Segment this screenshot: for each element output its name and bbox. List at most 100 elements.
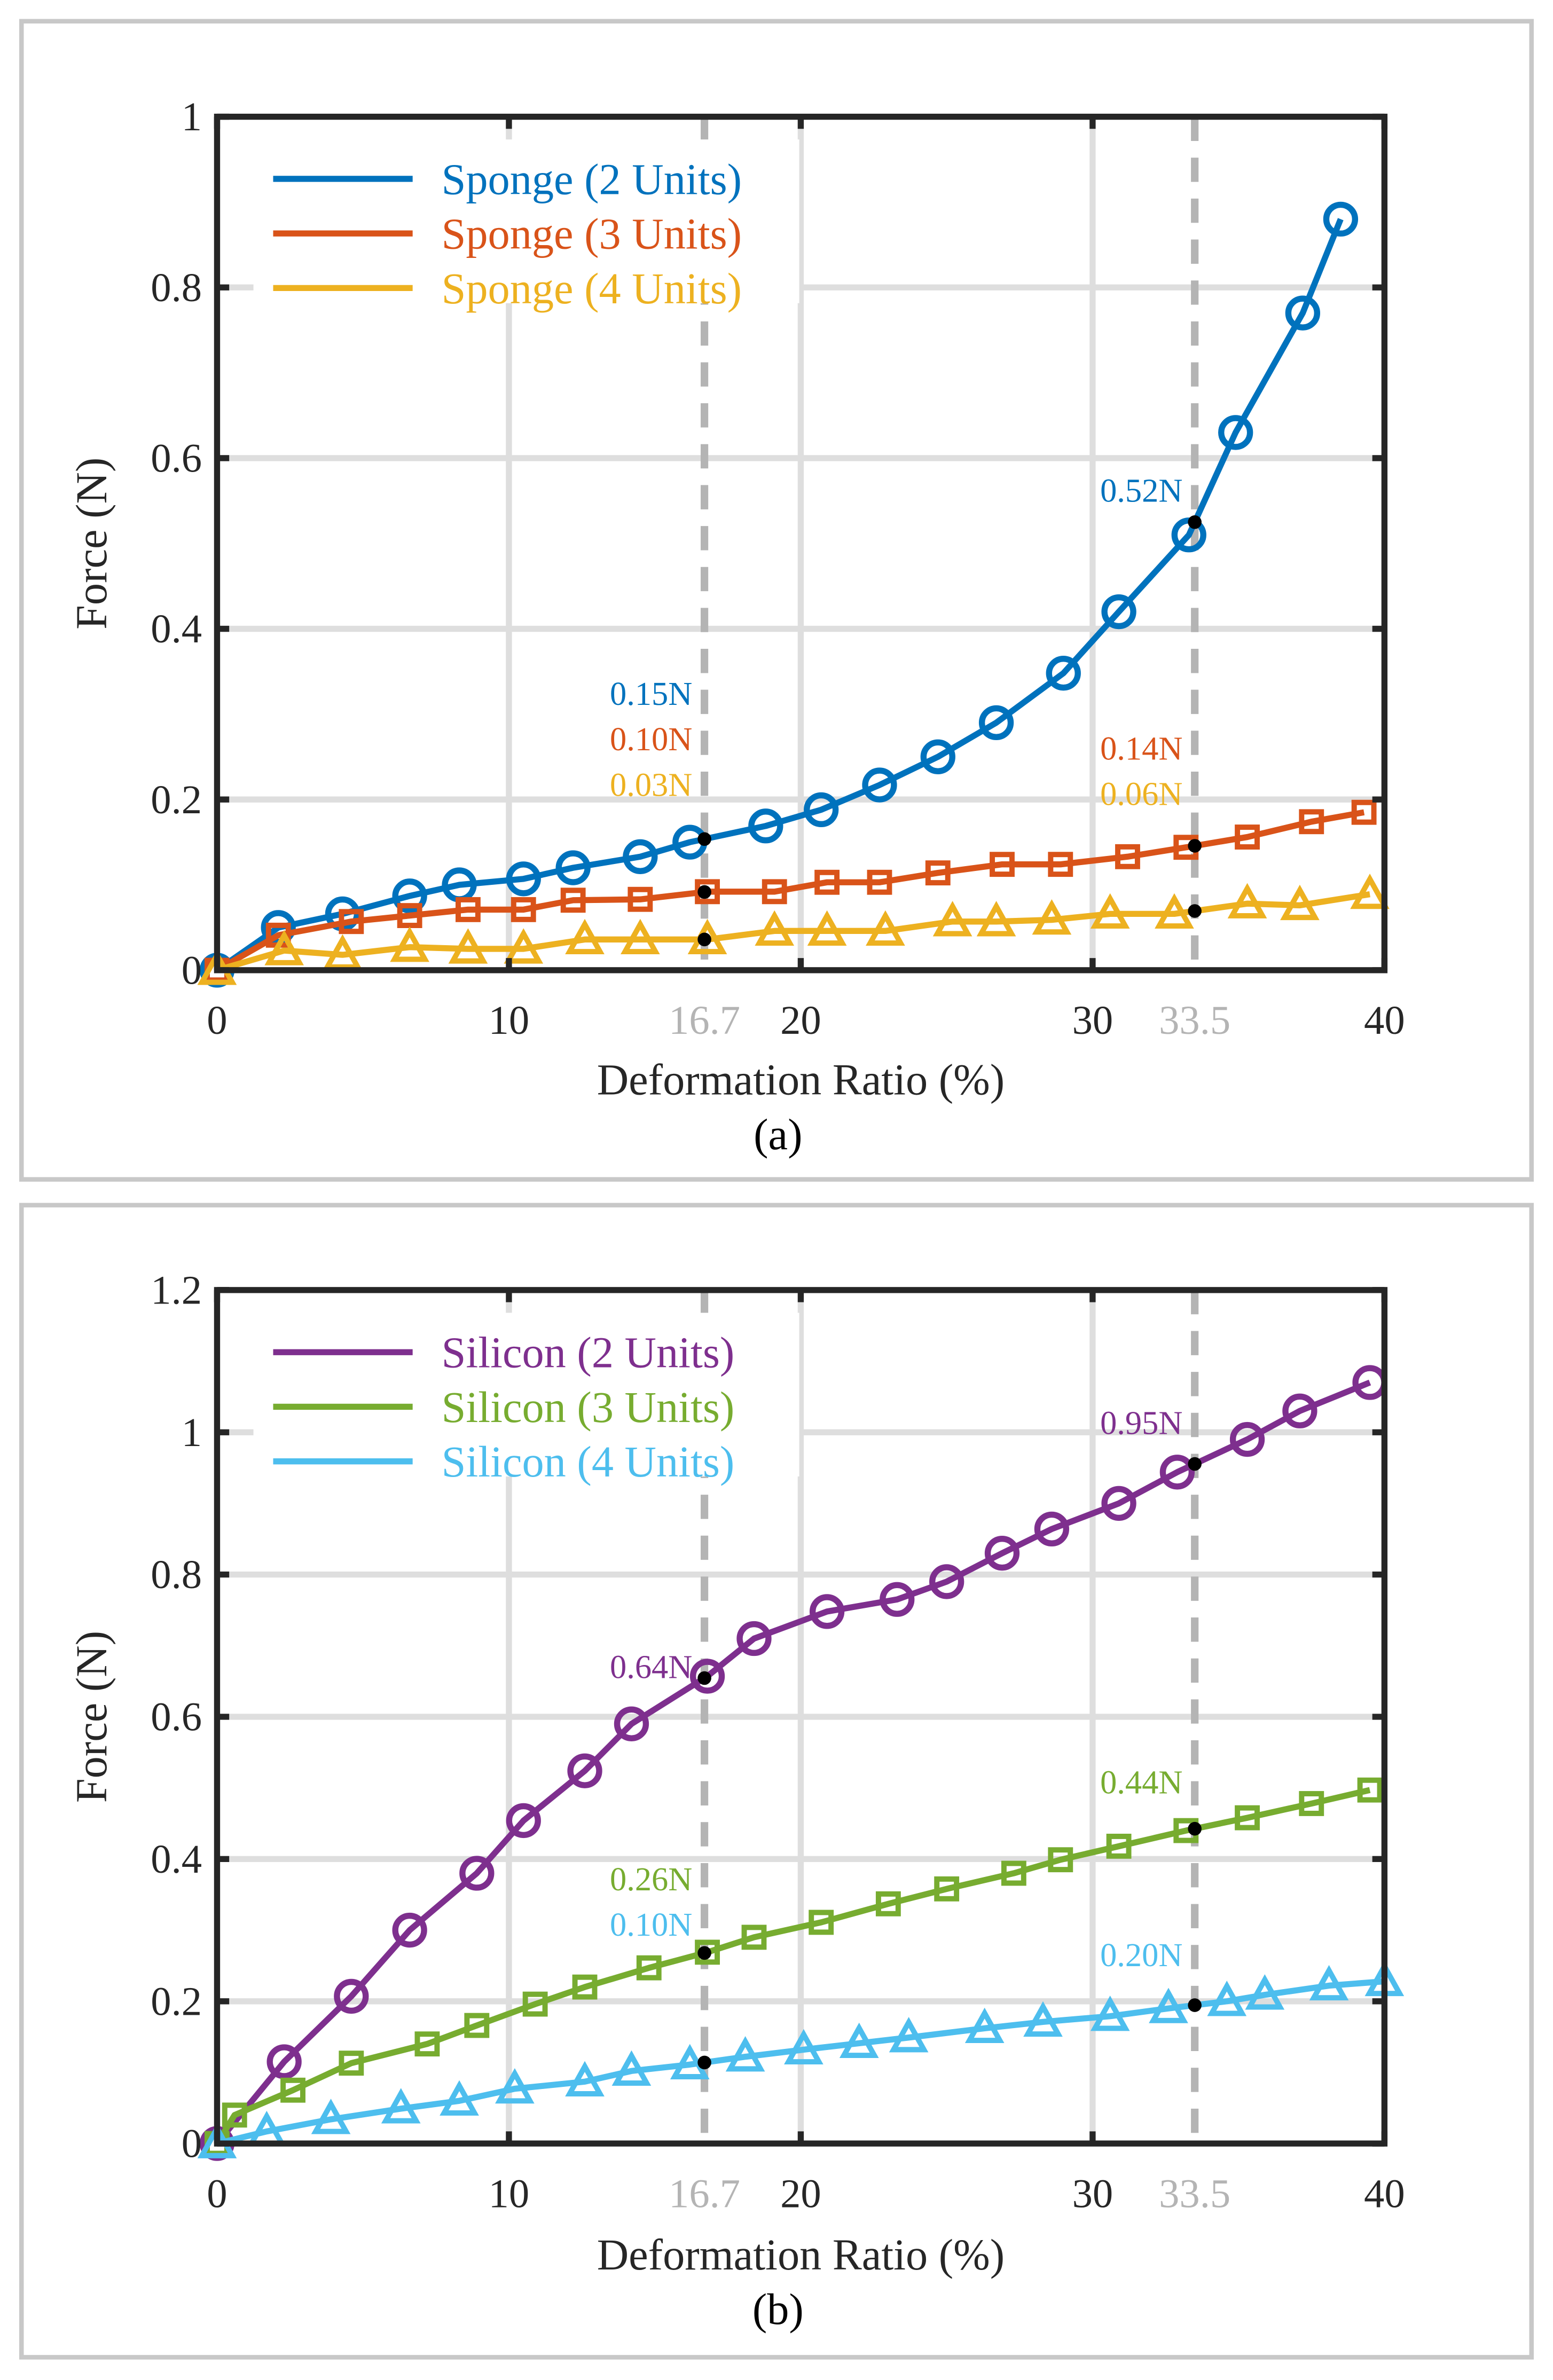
legend-entry: Silicon (3 Units) xyxy=(442,1383,735,1432)
data-point xyxy=(934,1876,960,1902)
highlight-x-tick-label: 16.7 xyxy=(669,997,740,1043)
legend: Silicon (2 Units) Silicon (3 Units) Silico… xyxy=(253,1313,799,1486)
data-point xyxy=(1323,201,1359,237)
data-point xyxy=(862,767,897,803)
highlight-x-tick-label: 16.7 xyxy=(669,2171,740,2216)
annotation-label: 0.26N xyxy=(610,1860,692,1898)
data-point xyxy=(1090,1996,1130,2031)
data-point xyxy=(565,918,605,955)
data-point xyxy=(1245,1974,1285,2010)
data-point xyxy=(755,910,795,946)
x-tick-label: 10 xyxy=(489,997,530,1043)
data-point xyxy=(381,2088,421,2124)
x-tick-label: 0 xyxy=(207,997,227,1043)
annotation-label: 0.44N xyxy=(1100,1763,1182,1801)
x-axis-label: Deformation Ratio (%) xyxy=(597,2230,1005,2279)
data-point xyxy=(448,928,488,964)
data-point xyxy=(670,2044,710,2079)
data-point xyxy=(334,1978,369,2014)
data-point xyxy=(506,1803,541,1839)
annotation-label: 0.10N xyxy=(610,1906,692,1943)
data-point xyxy=(875,1891,901,1916)
panel-caption: (b) xyxy=(752,2285,804,2334)
data-point xyxy=(504,928,544,964)
data-point xyxy=(495,2068,535,2104)
data-point xyxy=(695,879,720,905)
data-point xyxy=(1101,1486,1136,1521)
data-point xyxy=(1299,1791,1324,1816)
data-point xyxy=(1207,1981,1247,2016)
data-point xyxy=(1235,824,1260,850)
data-point xyxy=(459,1856,495,1891)
x-tick-label: 0 xyxy=(207,2171,227,2216)
data-point xyxy=(1280,884,1320,921)
data-point xyxy=(264,930,304,965)
data-point xyxy=(1285,295,1321,331)
data-point xyxy=(414,2031,440,2057)
annotation-label: 0.03N xyxy=(610,766,692,803)
x-tick-label: 30 xyxy=(1072,997,1113,1043)
data-point xyxy=(280,2077,305,2103)
data-point xyxy=(964,2007,1005,2044)
data-point xyxy=(623,839,658,874)
data-point xyxy=(1048,1847,1073,1873)
data-point xyxy=(990,852,1015,877)
data-point xyxy=(311,2099,351,2134)
data-point xyxy=(614,1706,649,1741)
data-point xyxy=(784,2029,823,2065)
y-tick-label: 0.4 xyxy=(151,606,202,651)
data-point xyxy=(506,861,541,897)
x-tick-label: 10 xyxy=(489,2171,530,2216)
data-point xyxy=(339,2051,364,2076)
data-point xyxy=(1001,1860,1026,1886)
data-point xyxy=(976,901,1016,937)
annotation-point xyxy=(1188,839,1202,853)
data-point xyxy=(636,1955,662,1981)
data-point xyxy=(565,2061,605,2096)
data-point xyxy=(397,903,422,928)
y-tick-label: 1 xyxy=(182,1410,202,1455)
legend-entry: Silicon (4 Units) xyxy=(442,1438,735,1486)
annotation-label: 0.14N xyxy=(1100,729,1182,767)
x-axis-label: Deformation Ratio (%) xyxy=(597,1056,1005,1104)
y-tick-label: 0.6 xyxy=(151,1694,202,1740)
data-point xyxy=(511,897,536,922)
y-axis-label: Force (N) xyxy=(67,1631,116,1803)
series-silicon-4-units- xyxy=(197,1960,1405,2158)
data-point xyxy=(1149,1988,1188,2023)
data-point xyxy=(611,2050,652,2086)
highlight-x-tick-label: 33.5 xyxy=(1159,2171,1230,2216)
annotation-point xyxy=(697,2055,711,2070)
data-point xyxy=(866,910,905,946)
annotation-label: 0.95N xyxy=(1100,1404,1182,1442)
y-tick-label: 0.2 xyxy=(151,777,202,822)
data-point xyxy=(741,1925,767,1950)
legend-background xyxy=(253,1421,799,1477)
annotation-label: 0.64N xyxy=(610,1648,692,1686)
legend-entry: Sponge (2 Units) xyxy=(442,155,742,203)
annotation-point xyxy=(1188,1998,1202,2012)
data-point xyxy=(689,1659,725,1694)
data-point xyxy=(323,934,363,970)
data-point xyxy=(984,1536,1020,1571)
annotation-label: 0.20N xyxy=(1100,1936,1182,1974)
x-tick-label: 20 xyxy=(780,997,821,1043)
data-point xyxy=(392,878,427,914)
data-point xyxy=(1090,893,1130,929)
data-point xyxy=(555,850,591,885)
y-tick-label: 0.6 xyxy=(151,435,202,481)
x-tick-label: 40 xyxy=(1364,2171,1405,2216)
series-sponge-4-units- xyxy=(197,874,1390,985)
data-point xyxy=(390,926,429,962)
data-point xyxy=(725,2036,765,2072)
y-tick-label: 0.8 xyxy=(151,265,202,310)
annotation-point xyxy=(1188,904,1202,918)
annotation-point xyxy=(1188,1457,1202,1471)
legend-entry: Silicon (2 Units) xyxy=(442,1329,735,1377)
x-tick-label: 20 xyxy=(780,2171,821,2216)
data-point xyxy=(925,860,951,886)
data-point xyxy=(809,1594,845,1629)
data-point xyxy=(266,2044,302,2079)
